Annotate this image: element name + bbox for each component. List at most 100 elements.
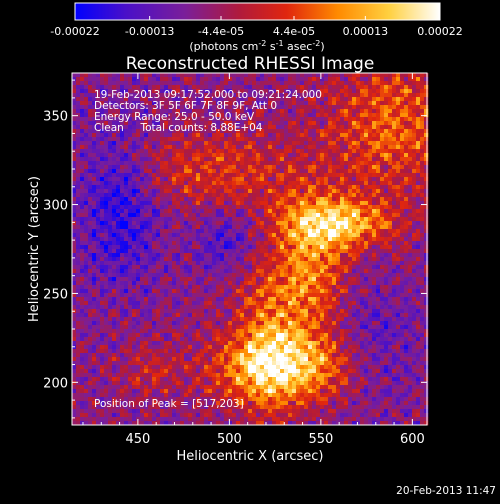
heatmap-cell <box>268 261 272 265</box>
heatmap-cell <box>200 149 204 153</box>
heatmap-cell <box>280 177 284 181</box>
heatmap-cell <box>92 261 96 265</box>
heatmap-cell <box>312 269 316 273</box>
heatmap-cell <box>176 189 180 193</box>
heatmap-cell <box>404 89 408 93</box>
heatmap-cell <box>372 77 376 81</box>
heatmap-cell <box>140 137 144 141</box>
heatmap-cell <box>356 73 360 77</box>
heatmap-cell <box>300 261 304 265</box>
heatmap-cell <box>332 93 336 97</box>
heatmap-cell <box>88 173 92 177</box>
heatmap-cell <box>120 213 124 217</box>
heatmap-cell <box>324 185 328 189</box>
heatmap-cell <box>120 257 124 261</box>
heatmap-cell <box>164 233 168 237</box>
heatmap-cell <box>304 233 308 237</box>
heatmap-cell <box>144 273 148 277</box>
heatmap-cell <box>400 281 404 285</box>
heatmap-cell <box>332 133 336 137</box>
heatmap-cell <box>284 81 288 85</box>
heatmap-cell <box>196 281 200 285</box>
heatmap-cell <box>336 229 340 233</box>
heatmap-cell <box>416 73 420 77</box>
heatmap-cell <box>392 205 396 209</box>
heatmap-cell <box>396 169 400 173</box>
heatmap-cell <box>256 273 260 277</box>
heatmap-cell <box>340 177 344 181</box>
heatmap-cell <box>336 193 340 197</box>
heatmap-cell <box>344 117 348 121</box>
heatmap-cell <box>332 289 336 293</box>
heatmap-cell <box>164 149 168 153</box>
heatmap-cell <box>128 181 132 185</box>
heatmap-cell <box>396 273 400 277</box>
heatmap-cell <box>352 213 356 217</box>
heatmap-cell <box>192 293 196 297</box>
heatmap-cell <box>92 273 96 277</box>
heatmap-cell <box>368 245 372 249</box>
heatmap-cell <box>288 81 292 85</box>
heatmap-cell <box>288 261 292 265</box>
heatmap-cell <box>396 149 400 153</box>
heatmap-cell <box>340 97 344 101</box>
heatmap-cell <box>396 181 400 185</box>
heatmap-cell <box>156 165 160 169</box>
heatmap-cell <box>220 229 224 233</box>
heatmap-cell <box>140 241 144 245</box>
heatmap-cell <box>348 209 352 213</box>
heatmap-cell <box>76 225 80 229</box>
heatmap-cell <box>180 181 184 185</box>
heatmap-cell <box>88 221 92 225</box>
heatmap-cell <box>72 209 76 213</box>
heatmap-cell <box>192 197 196 201</box>
heatmap-cell <box>296 181 300 185</box>
heatmap-cell <box>412 209 416 213</box>
heatmap-cell <box>292 153 296 157</box>
heatmap-cell <box>160 193 164 197</box>
heatmap-cell <box>96 233 100 237</box>
heatmap-cell <box>76 213 80 217</box>
heatmap-cell <box>104 273 108 277</box>
heatmap-cell <box>116 205 120 209</box>
heatmap-cell <box>104 189 108 193</box>
heatmap-cell <box>280 237 284 241</box>
heatmap-cell <box>124 217 128 221</box>
heatmap-cell <box>280 273 284 277</box>
heatmap-cell <box>72 217 76 221</box>
heatmap-cell <box>408 241 412 245</box>
heatmap-cell <box>220 281 224 285</box>
heatmap-cell <box>348 129 352 133</box>
heatmap-cell <box>84 109 88 113</box>
heatmap-cell <box>216 213 220 217</box>
heatmap-cell <box>392 245 396 249</box>
heatmap-cell <box>424 97 428 101</box>
heatmap-cell <box>236 161 240 165</box>
heatmap-cell <box>284 133 288 137</box>
heatmap-cell <box>388 121 392 125</box>
heatmap-cell <box>396 85 400 89</box>
heatmap-cell <box>216 77 220 81</box>
heatmap-cell <box>80 161 84 165</box>
heatmap-cell <box>268 133 272 137</box>
heatmap-cell <box>208 245 212 249</box>
heatmap-cell <box>388 237 392 241</box>
heatmap-cell <box>328 81 332 85</box>
heatmap-cell <box>124 289 128 293</box>
heatmap-cell <box>92 169 96 173</box>
heatmap-cell <box>172 233 176 237</box>
heatmap-cell <box>264 229 268 233</box>
heatmap-cell <box>352 137 356 141</box>
heatmap-cell <box>168 249 172 253</box>
heatmap-cell <box>112 245 116 249</box>
heatmap-cell <box>284 169 288 173</box>
heatmap-cell <box>400 205 404 209</box>
heatmap-cell <box>372 81 376 85</box>
heatmap-cell <box>320 117 324 121</box>
heatmap-cell <box>204 169 208 173</box>
heatmap-cell <box>232 185 236 189</box>
heatmap-cell <box>380 89 384 93</box>
heatmap-cell <box>192 289 196 293</box>
heatmap-cell <box>156 173 160 177</box>
heatmap-cell <box>416 141 420 145</box>
